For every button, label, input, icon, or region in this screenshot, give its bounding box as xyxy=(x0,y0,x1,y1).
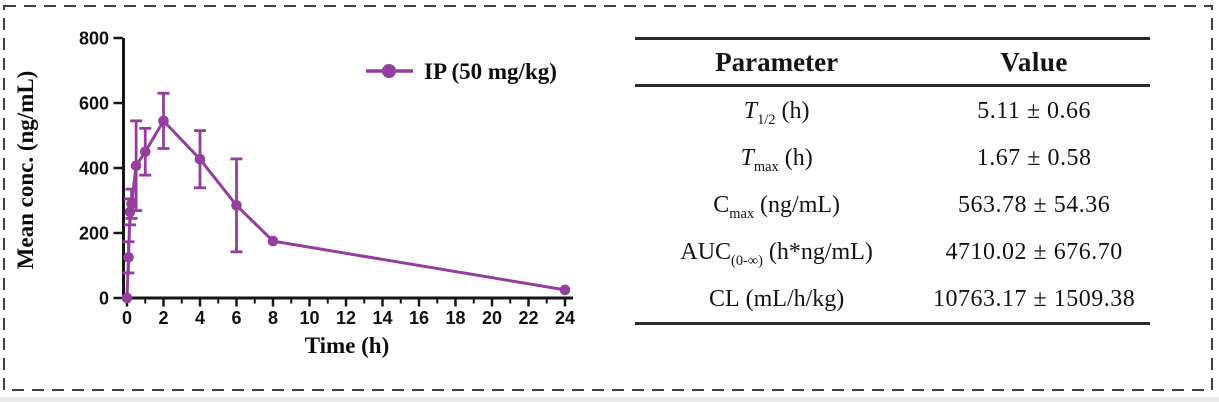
value-cell: 1.67 ± 0.58 xyxy=(976,144,1092,171)
parameter-cell: CL (mL/h/kg) xyxy=(635,287,918,311)
data-point-marker xyxy=(194,153,206,165)
value-cell: 563.78 ± 54.36 xyxy=(958,191,1111,218)
value-column-header: Value xyxy=(1000,46,1068,77)
parameter-symbol: T xyxy=(740,144,754,171)
y-tick-label: 0 xyxy=(99,289,109,309)
data-point-marker xyxy=(124,206,136,218)
y-tick-label: 800 xyxy=(79,29,109,49)
x-tick-label: 24 xyxy=(555,308,575,328)
parameter-cell: Cmax (ng/mL) xyxy=(635,191,918,221)
value-cell: 5.11 ± 0.66 xyxy=(977,97,1092,124)
series-line xyxy=(125,119,566,299)
dashed-border xyxy=(3,5,1213,391)
table-row-t-max: Tmax (h) 1.67 ± 0.58 xyxy=(635,134,1150,181)
data-point-marker xyxy=(559,284,571,296)
parameter-column-header: Parameter xyxy=(715,46,839,77)
parameter-subscript: 1/2 xyxy=(757,111,776,128)
x-tick-label: 16 xyxy=(409,308,429,328)
parameter-symbol: T xyxy=(743,97,758,124)
x-tick-label: 10 xyxy=(299,308,319,328)
legend: IP (50 mg/kg) xyxy=(366,59,557,84)
parameter-symbol: CL xyxy=(708,285,740,312)
table-row-t-half: T1/2 (h) 5.11 ± 0.66 xyxy=(635,87,1150,134)
table-row-cl: CL (mL/h/kg) 10763.17 ± 1509.38 xyxy=(635,275,1150,322)
parameter-symbol: C xyxy=(713,191,730,218)
parameter-cell: AUC(0-∞) (h*ng/mL) xyxy=(635,238,918,268)
data-point-marker xyxy=(126,198,137,210)
parameter-cell: T1/2 (h) xyxy=(635,97,918,127)
y-tick-label: 400 xyxy=(79,159,109,179)
x-tick-label: 6 xyxy=(231,308,241,328)
x-axis-title: Time (h) xyxy=(305,333,390,358)
parameter-unit: (ng/mL) xyxy=(754,191,841,218)
y-tick-label: 600 xyxy=(79,94,109,114)
x-tick-label: 20 xyxy=(482,308,502,328)
data-point-marker xyxy=(158,115,169,127)
y-tick-label: 200 xyxy=(79,224,109,244)
data-point-marker xyxy=(130,160,142,171)
legend-marker xyxy=(382,64,396,78)
parameter-cell: Tmax (h) xyxy=(635,144,918,174)
x-tick-label: 8 xyxy=(268,308,278,328)
x-tick-label: 14 xyxy=(372,308,392,328)
parameter-unit: (h*ng/mL) xyxy=(762,238,873,265)
data-point-marker xyxy=(231,200,242,211)
parameter-unit: (h) xyxy=(778,144,813,171)
parameter-subscript: max xyxy=(753,158,779,175)
pk-parameter-table: Parameter Value T1/2 (h) 5.11 ± 0.66 Tma… xyxy=(635,37,1150,325)
data-point-marker xyxy=(140,146,151,158)
data-point-marker xyxy=(121,292,133,304)
parameter-subscript: max xyxy=(729,205,755,222)
parameter-unit: (mL/h/kg) xyxy=(739,285,845,312)
bottom-edge-strip xyxy=(0,397,1219,402)
table-header-row: Parameter Value xyxy=(635,40,1150,87)
legend-label: IP (50 mg/kg) xyxy=(424,59,557,84)
parameter-symbol: AUC xyxy=(680,238,732,265)
value-cell: 4710.02 ± 676.70 xyxy=(945,238,1123,265)
x-tick-label: 4 xyxy=(195,308,205,328)
table-row-auc: AUC(0-∞) (h*ng/mL) 4710.02 ± 676.70 xyxy=(635,228,1150,275)
x-tick-label: 22 xyxy=(518,308,538,328)
y-axis-title: Mean conc. (ng/mL) xyxy=(13,71,38,270)
parameter-subscript: (0-∞) xyxy=(731,252,763,269)
x-tick-label: 18 xyxy=(445,308,465,328)
data-point-marker xyxy=(123,252,134,263)
parameter-unit: (h) xyxy=(775,97,810,124)
x-tick-label: 12 xyxy=(336,308,356,328)
value-cell: 10763.17 ± 1509.38 xyxy=(933,285,1136,312)
data-point-marker xyxy=(267,235,279,247)
x-tick-label: 2 xyxy=(158,308,168,328)
table-row-c-max: Cmax (ng/mL) 563.78 ± 54.36 xyxy=(635,181,1150,228)
x-tick-label: 0 xyxy=(122,308,132,328)
